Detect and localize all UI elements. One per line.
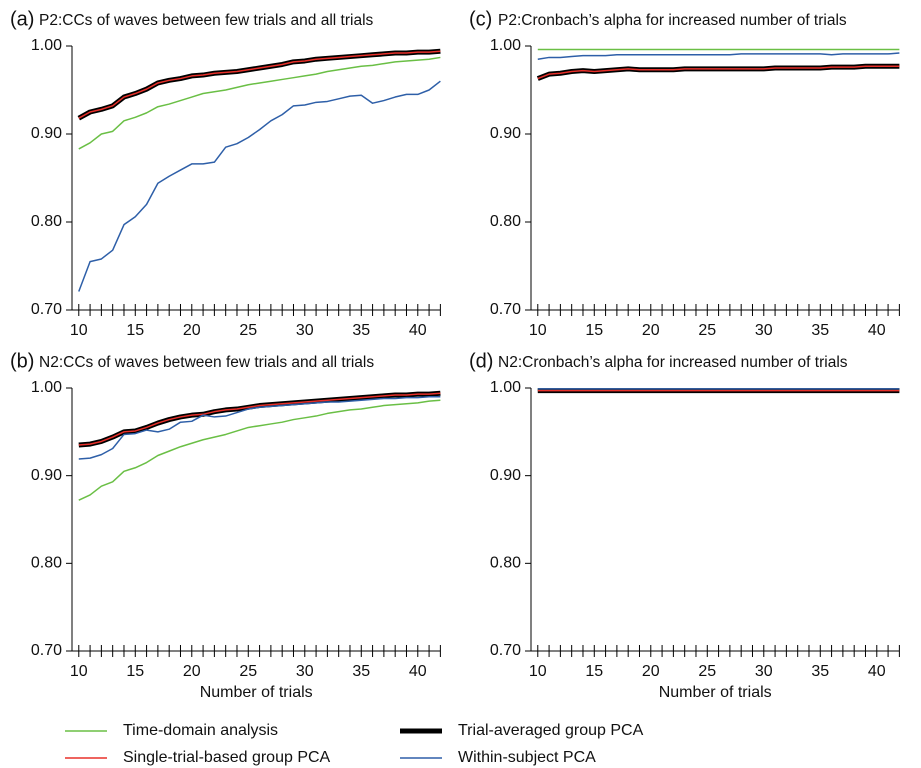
y-tick-label: 0.90 — [31, 125, 62, 142]
y-tick-label: 0.90 — [490, 125, 521, 142]
panel-title: P2:Cronbach’s alpha for increased number… — [498, 12, 847, 29]
x-tick-label: 15 — [126, 322, 144, 339]
x-tick-label: 30 — [296, 663, 314, 680]
panel-label: (a) — [10, 8, 34, 30]
x-tick-label: 40 — [409, 663, 427, 680]
x-tick-label: 15 — [126, 663, 144, 680]
y-tick-label: 1.00 — [31, 37, 62, 54]
x-tick-label: 20 — [183, 663, 201, 680]
y-tick-label: 1.00 — [490, 37, 521, 54]
x-axis-title: Number of trials — [659, 684, 772, 701]
series-line — [537, 52, 900, 60]
y-tick-label: 0.80 — [490, 213, 521, 230]
series-line — [536, 63, 900, 81]
y-tick-label: 0.90 — [490, 467, 521, 484]
series-line — [78, 80, 441, 292]
panel-label: (b) — [10, 350, 34, 372]
x-tick-label: 15 — [585, 663, 603, 680]
y-tick-label: 0.90 — [31, 467, 62, 484]
series-line — [78, 392, 441, 446]
legend-label: Time-domain analysis — [123, 722, 278, 739]
series-line — [78, 390, 441, 448]
x-tick-label: 35 — [811, 663, 829, 680]
series-line — [78, 399, 441, 501]
x-tick-label: 10 — [529, 322, 547, 339]
x-tick-label: 30 — [755, 663, 773, 680]
panel-title: P2:CCs of waves between few trials and a… — [39, 12, 374, 29]
y-tick-label: 1.00 — [31, 379, 62, 396]
y-tick-label: 0.80 — [490, 555, 521, 572]
x-tick-label: 35 — [811, 322, 829, 339]
panel-title: N2:CCs of waves between few trials and a… — [39, 354, 374, 371]
x-tick-label: 10 — [529, 663, 547, 680]
x-tick-label: 20 — [183, 322, 201, 339]
y-tick-label: 0.80 — [31, 213, 62, 230]
y-tick-label: 1.00 — [490, 379, 521, 396]
y-tick-label: 0.70 — [490, 301, 521, 318]
x-axis-title: Number of trials — [200, 684, 313, 701]
x-tick-label: 20 — [642, 663, 660, 680]
x-tick-label: 25 — [239, 663, 257, 680]
panel-label: (d) — [469, 350, 493, 372]
x-tick-label: 25 — [239, 322, 257, 339]
y-tick-label: 0.70 — [31, 301, 62, 318]
y-tick-label: 0.70 — [31, 642, 62, 659]
x-tick-label: 25 — [698, 663, 716, 680]
x-tick-label: 35 — [352, 322, 370, 339]
x-tick-label: 20 — [642, 322, 660, 339]
series-line — [78, 56, 441, 150]
panel-title: N2:Cronbach’s alpha for increased number… — [498, 354, 848, 371]
y-tick-label: 0.80 — [31, 555, 62, 572]
legend-label: Single-trial-based group PCA — [123, 749, 331, 766]
x-tick-label: 40 — [868, 663, 886, 680]
y-tick-label: 0.70 — [490, 642, 521, 659]
series-line — [78, 396, 441, 460]
x-tick-label: 10 — [70, 663, 88, 680]
x-tick-label: 40 — [409, 322, 427, 339]
x-tick-label: 25 — [698, 322, 716, 339]
x-tick-label: 10 — [70, 322, 88, 339]
legend-label: Within-subject PCA — [458, 749, 596, 766]
x-tick-label: 40 — [868, 322, 886, 339]
x-tick-label: 30 — [296, 322, 314, 339]
series-line — [537, 65, 900, 80]
legend-label: Trial-averaged group PCA — [458, 722, 644, 739]
x-tick-label: 15 — [585, 322, 603, 339]
x-tick-label: 30 — [755, 322, 773, 339]
x-tick-label: 35 — [352, 663, 370, 680]
series-line — [77, 48, 441, 121]
series-line — [78, 50, 441, 119]
panel-label: (c) — [469, 8, 492, 30]
